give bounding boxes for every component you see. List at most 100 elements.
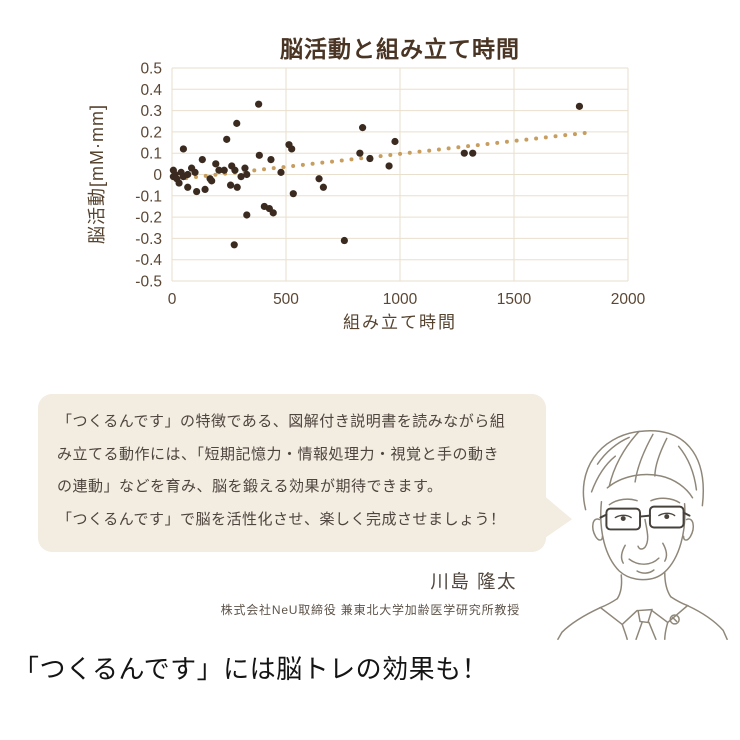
lapel-pin	[669, 614, 680, 625]
scatter-point	[212, 160, 220, 168]
trend-dot	[582, 130, 587, 135]
expert-title: 株式会社NeU取締役 兼東北大学加齢医学研究所教授	[220, 603, 520, 617]
trend-dot	[563, 133, 568, 138]
scatter-point	[179, 145, 187, 153]
trend-dot	[427, 148, 432, 153]
trend-dot	[388, 152, 393, 157]
scatter-point	[255, 151, 263, 159]
scatter-point	[356, 149, 364, 157]
trend-dot	[436, 147, 441, 152]
y-tick-label: -0.2	[135, 210, 162, 227]
x-tick-label: 500	[273, 291, 299, 308]
trend-dot	[193, 174, 198, 179]
scatter-point	[269, 209, 277, 217]
scatter-point	[315, 175, 323, 183]
kawashima-portrait-illustration	[557, 429, 728, 640]
trend-dot	[504, 139, 509, 144]
portrait-sketch-lines	[557, 429, 728, 640]
trend-dot	[320, 160, 325, 165]
y-tick-label: 0.3	[140, 103, 162, 120]
trend-dot	[398, 151, 403, 156]
trend-dot	[203, 173, 208, 178]
speech-bubble: 「つくるんです」の特徴である、図解付き説明書を読みながら組 み立てる動作には、「…	[38, 394, 546, 552]
trend-dot	[475, 143, 480, 148]
y-tick-label: 0.5	[140, 61, 162, 78]
trend-dot	[213, 172, 218, 177]
scatter-point	[231, 166, 239, 174]
expert-name: 川島 隆太	[430, 571, 517, 592]
y-tick-label: 0.2	[140, 124, 162, 141]
trend-dot	[281, 165, 286, 170]
trend-dot	[495, 140, 500, 145]
scatter-point	[243, 211, 251, 219]
scatter-point	[366, 154, 374, 163]
scatter-point	[184, 183, 192, 191]
scatter-point	[289, 190, 297, 198]
trend-dot	[330, 159, 335, 164]
scatter-point	[223, 135, 231, 143]
headline: 「つくるんです」には脳トレの効果も！	[13, 654, 489, 684]
trend-dot	[271, 166, 276, 171]
scatter-point	[208, 177, 216, 185]
scatter-point	[460, 149, 468, 157]
scatter-point	[469, 149, 477, 157]
trend-dot	[339, 158, 344, 163]
trend-dot	[407, 150, 412, 155]
x-tick-label: 1500	[497, 291, 532, 308]
trend-dot	[359, 156, 364, 161]
trend-dot	[417, 149, 422, 154]
scatter-point	[175, 179, 183, 187]
scatter-point	[288, 145, 296, 153]
trend-dot	[310, 161, 315, 166]
scatter-point	[215, 166, 223, 174]
y-tick-label: 0.1	[140, 146, 162, 163]
scatter-point	[267, 155, 275, 164]
scatter-plot: 0.5 0.4 0.3 0.2 0.1 0 -0.1 -0.2 -0.3 -0.4 -0.5 0 500…	[135, 61, 646, 309]
scatter-point	[277, 168, 285, 176]
scatter-point	[575, 102, 584, 110]
y-tick-label: 0	[153, 167, 162, 184]
trend-dot	[446, 146, 451, 151]
trend-dot	[378, 154, 383, 159]
y-tick-label: -0.4	[135, 252, 162, 269]
trend-dot	[534, 136, 539, 141]
scatter-point	[201, 185, 209, 194]
y-tick-label: -0.3	[135, 231, 162, 248]
scatter-point	[226, 181, 235, 189]
scatter-point	[233, 183, 241, 191]
scatter-point	[359, 124, 367, 132]
trend-dot	[543, 135, 548, 140]
scatter-point	[243, 170, 251, 179]
speech-bubble-text-line: の連動」などを育み、脳を鍛える効果が期待できます。	[57, 478, 443, 495]
trend-dot	[349, 157, 354, 162]
speech-bubble-text-line: 「つくるんです」の特徴である、図解付き説明書を読みながら組	[57, 413, 506, 430]
scatter-point	[230, 241, 238, 249]
scatter-point	[385, 162, 393, 170]
y-tick-label: -0.1	[135, 188, 162, 205]
trend-dot	[291, 163, 296, 168]
scatter-point	[233, 119, 241, 127]
chart-x-axis-label: 組み立て時間	[343, 313, 457, 332]
x-tick-label: 2000	[611, 291, 646, 308]
y-tick-label: -0.5	[135, 274, 162, 291]
trend-dot	[524, 137, 529, 142]
y-tick-label: 0.4	[140, 82, 162, 99]
scatter-point	[237, 173, 245, 181]
scatter-point	[184, 170, 192, 179]
scatter-point	[193, 187, 201, 196]
trend-dot	[466, 144, 471, 149]
x-tick-label: 0	[168, 291, 177, 308]
trend-dot	[553, 134, 558, 139]
scatter-point	[391, 137, 399, 146]
trend-dot	[300, 162, 305, 167]
trend-dot	[252, 168, 257, 173]
trend-dot	[485, 141, 490, 146]
scatter-point	[319, 183, 327, 191]
scatter-point	[340, 236, 348, 245]
speech-bubble-text-line: 「つくるんです」で脳を活性化させ、楽しく完成させましょう！	[57, 510, 506, 528]
trend-dot	[572, 132, 577, 137]
chart-y-axis-label: 脳活動[mM·mm]	[87, 104, 107, 244]
chart-title: 脳活動と組み立て時間	[280, 36, 520, 62]
speech-bubble-text-line: み立てる動作には、「短期記憶力・情報処理力・視覚と手の動き	[57, 445, 500, 463]
